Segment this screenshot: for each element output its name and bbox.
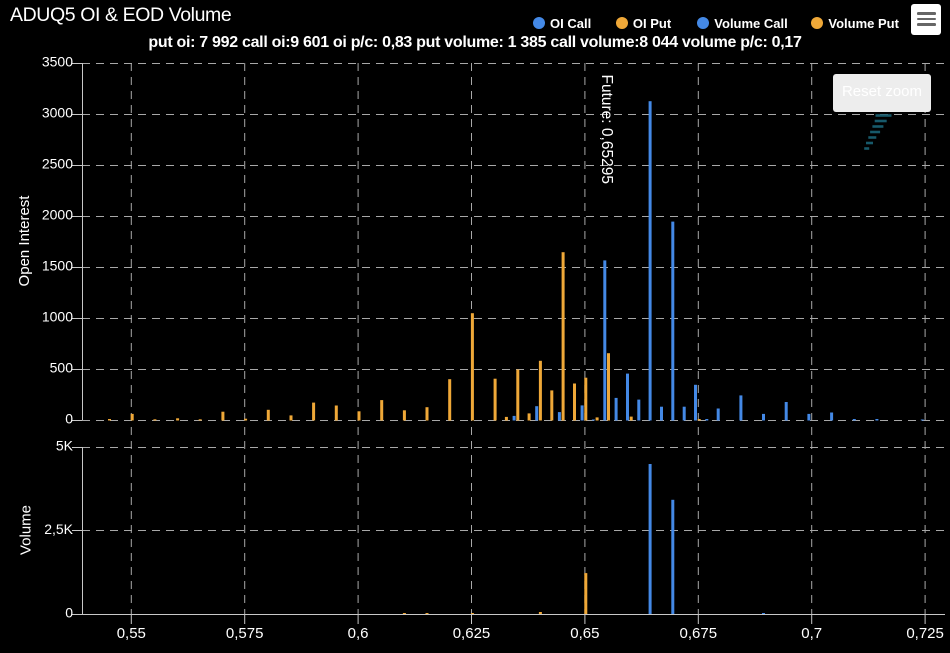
svg-text:0,7: 0,7 bbox=[801, 625, 822, 642]
svg-text:0,575: 0,575 bbox=[226, 625, 264, 642]
svg-text:0,6: 0,6 bbox=[348, 625, 369, 642]
svg-text:2500: 2500 bbox=[42, 156, 73, 172]
svg-text:0: 0 bbox=[65, 605, 73, 621]
svg-text:0,55: 0,55 bbox=[117, 625, 146, 642]
svg-text:1000: 1000 bbox=[42, 309, 73, 325]
svg-text:2000: 2000 bbox=[42, 207, 73, 223]
svg-text:0,65: 0,65 bbox=[570, 625, 599, 642]
svg-text:5K: 5K bbox=[56, 438, 74, 454]
svg-text:Open Interest: Open Interest bbox=[16, 195, 33, 287]
svg-text:0,725: 0,725 bbox=[906, 625, 944, 642]
svg-text:Future: 0,65295: Future: 0,65295 bbox=[598, 75, 615, 184]
svg-text:3000: 3000 bbox=[42, 105, 73, 121]
svg-text:500: 500 bbox=[50, 360, 74, 376]
svg-text:0,675: 0,675 bbox=[680, 625, 718, 642]
svg-text:3500: 3500 bbox=[42, 54, 73, 70]
svg-text:Volume: Volume bbox=[18, 505, 35, 555]
svg-text:2,5K: 2,5K bbox=[44, 521, 73, 537]
svg-text:1500: 1500 bbox=[42, 258, 73, 274]
svg-text:0: 0 bbox=[65, 411, 73, 427]
svg-text:0,625: 0,625 bbox=[453, 625, 491, 642]
